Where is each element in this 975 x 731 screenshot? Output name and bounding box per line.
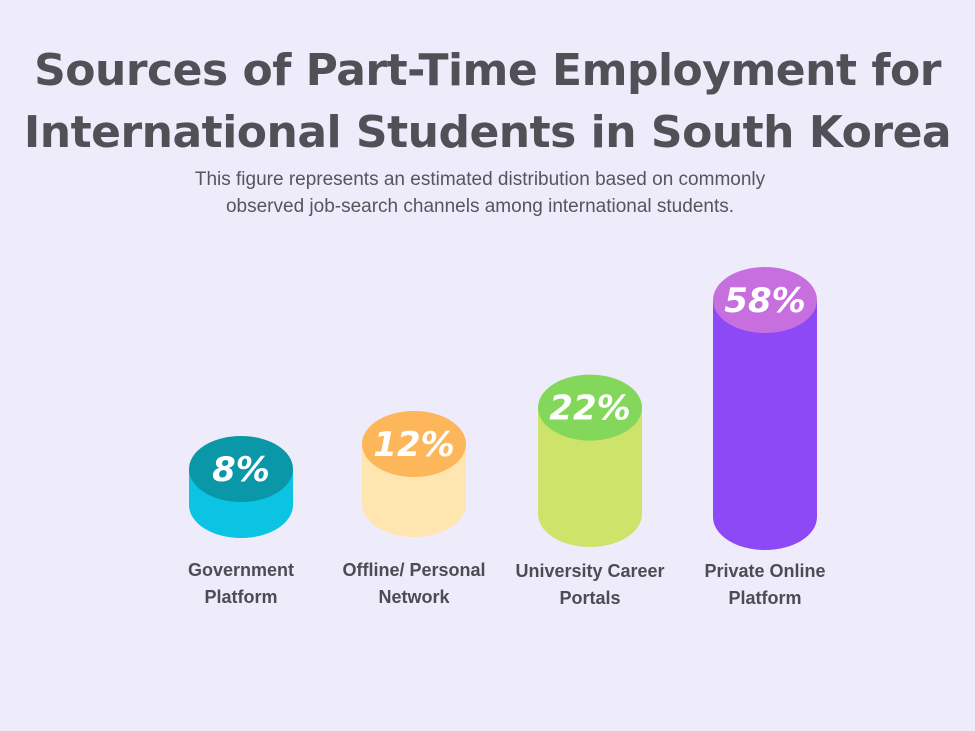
category-label-line: Platform — [204, 587, 278, 607]
chart-title-line-1: Sources of Part-Time Employment for — [34, 45, 941, 96]
bar-value-label: 8% — [212, 450, 270, 490]
category-label-line: Private Online — [704, 561, 826, 581]
category-label-line: University Career — [515, 561, 665, 581]
bar-cylinder-top — [538, 374, 642, 441]
bar-group: 8% — [189, 436, 293, 538]
chart-subtitle-line-2: observed job-search channels among inter… — [225, 196, 735, 217]
category-label-line: Portals — [559, 588, 621, 608]
category-label: Government Platform — [151, 557, 331, 611]
bars-layer: 8% 12% 22% 58% — [189, 267, 817, 550]
category-label: Private Online Platform — [675, 558, 855, 612]
chart-title: Sources of Part-Time Employment for Inte… — [0, 40, 975, 164]
category-label-line: Government — [187, 560, 295, 580]
bar-cylinder-top — [189, 436, 293, 502]
chart-subtitle: This figure represents an estimated dist… — [140, 166, 820, 220]
category-label-line: Offline/ Personal — [342, 560, 486, 580]
category-label-line: Network — [378, 587, 450, 607]
bar-cylinder-top — [362, 410, 466, 477]
bar-group: 58% — [713, 267, 817, 550]
category-label: Offline/ Personal Network — [324, 557, 504, 611]
bar-cylinder-body — [538, 407, 642, 547]
bar-value-label: 58% — [724, 281, 805, 321]
category-label-line: Platform — [728, 588, 802, 608]
bar-group: 12% — [362, 410, 466, 537]
bar-cylinder-body — [713, 300, 817, 550]
bar-value-label: 22% — [549, 389, 630, 429]
bar-group: 22% — [538, 374, 642, 547]
bar-value-label: 12% — [373, 425, 454, 465]
category-label: University Career Portals — [500, 558, 680, 612]
chart-title-line-2: International Students in South Korea — [23, 107, 952, 158]
chart-subtitle-line-1: This figure represents an estimated dist… — [194, 169, 766, 190]
bar-cylinder-top — [713, 267, 817, 333]
